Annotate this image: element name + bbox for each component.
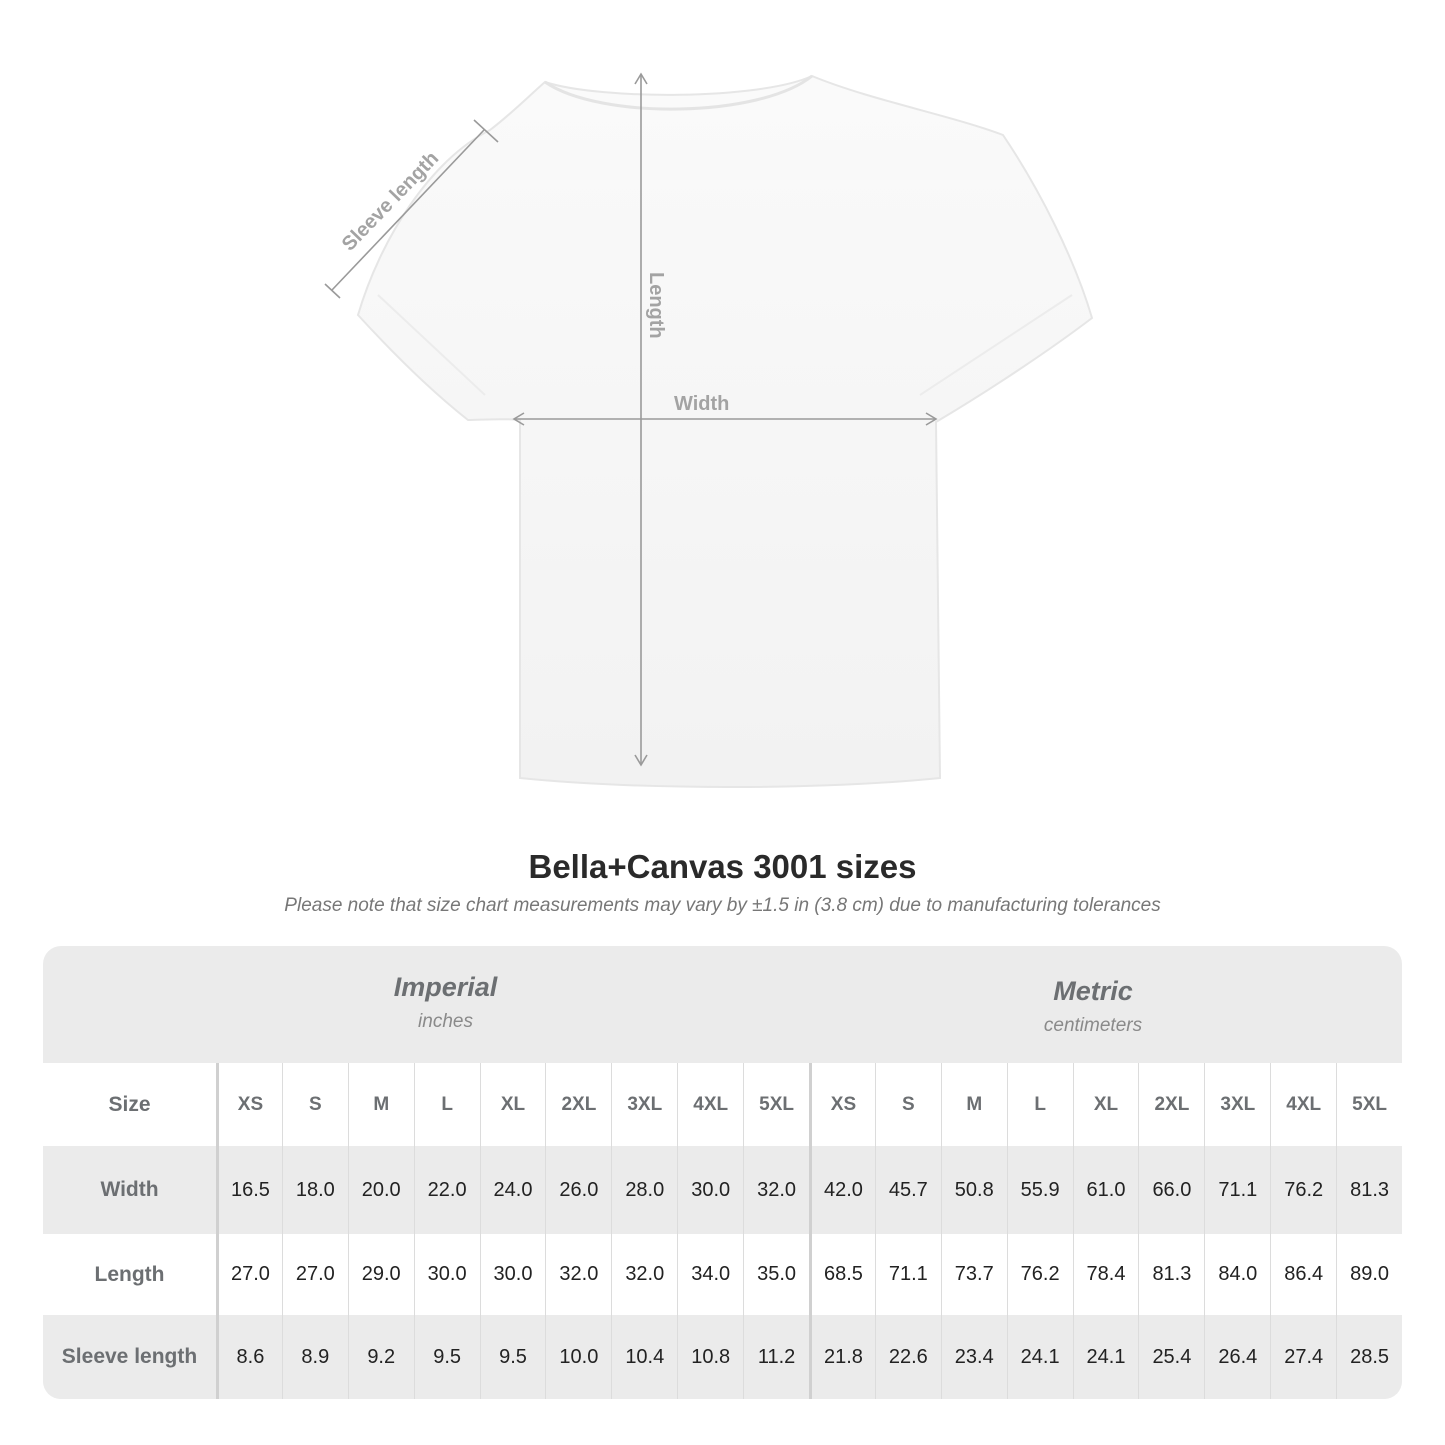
size-header-cell: XS (809, 1063, 875, 1146)
value-cell: 89.0 (1336, 1234, 1402, 1315)
value-cell: 32.0 (545, 1234, 611, 1315)
size-grid: Size XS S M L XL 2XL 3XL 4XL 5XL XS S M L XL 2XL 3XL 4XL 5… (43, 1063, 1402, 1399)
value-cell: 35.0 (743, 1234, 809, 1315)
sleeve-line (331, 129, 485, 291)
value-cell: 32.0 (743, 1146, 809, 1234)
size-header-cell: S (281, 1063, 348, 1146)
value-cell: 9.5 (413, 1315, 480, 1399)
page-title: Bella+Canvas 3001 sizes (528, 848, 917, 885)
value-cell: 66.0 (1138, 1146, 1204, 1234)
value-cell: 26.0 (545, 1146, 611, 1234)
row-label: Length (94, 1262, 165, 1286)
size-header-cell: M (940, 1063, 1007, 1146)
size-header-cell: XL (479, 1063, 546, 1146)
value-cell: 76.2 (1270, 1146, 1336, 1234)
size-label: Size (108, 1092, 151, 1116)
value-cell: 81.3 (1336, 1146, 1402, 1234)
value-cell: 26.4 (1204, 1315, 1270, 1399)
value-cell: 11.2 (743, 1315, 809, 1399)
value-cell: 16.5 (216, 1146, 282, 1234)
table-row: Sleeve length 8.6 8.9 9.2 9.5 9.5 10.0 10.4 10.8… (43, 1315, 1402, 1399)
size-header-cell: XL (1072, 1063, 1139, 1146)
metric-header: Metric centimeters (808, 946, 1378, 1063)
value-cell: 8.6 (216, 1315, 282, 1399)
value-cell: 8.9 (281, 1315, 348, 1399)
value-cell: 24.1 (1006, 1315, 1073, 1399)
value-cell: 76.2 (1006, 1234, 1073, 1315)
value-cell: 21.8 (809, 1315, 875, 1399)
value-cell: 45.7 (874, 1146, 941, 1234)
size-header-cell: XS (216, 1063, 282, 1146)
value-cell: 42.0 (809, 1146, 875, 1234)
value-cell: 9.5 (479, 1315, 546, 1399)
size-table: Imperial inches Metric centimeters Size X… (43, 946, 1402, 1399)
tshirt-shape (356, 74, 1094, 788)
size-header-cell: L (1006, 1063, 1073, 1146)
value-cell: 30.0 (413, 1234, 480, 1315)
value-cell: 29.0 (347, 1234, 414, 1315)
value-cell: 18.0 (281, 1146, 348, 1234)
value-cell: 68.5 (809, 1234, 875, 1315)
value-cell: 34.0 (677, 1234, 743, 1315)
value-cell: 32.0 (611, 1234, 677, 1315)
imperial-label: Imperial (393, 972, 498, 1002)
value-cell: 20.0 (347, 1146, 414, 1234)
imperial-unit: inches (418, 1011, 473, 1032)
row-label: Width (100, 1178, 159, 1201)
size-header-row: Size XS S M L XL 2XL 3XL 4XL 5XL XS S M L XL 2XL 3XL 4XL 5… (43, 1063, 1402, 1146)
value-cell: 55.9 (1006, 1146, 1073, 1234)
tolerance-note: Please note that size chart measurements… (284, 895, 1161, 916)
row-label: Sleeve length (61, 1345, 198, 1368)
value-cell: 30.0 (479, 1234, 546, 1315)
value-cell: 10.8 (677, 1315, 743, 1399)
value-cell: 22.0 (413, 1146, 480, 1234)
value-cell: 28.5 (1336, 1315, 1402, 1399)
size-header-cell: 2XL (545, 1063, 611, 1146)
metric-unit: centimeters (1043, 1015, 1143, 1036)
value-cell: 61.0 (1072, 1146, 1139, 1234)
size-header-cell: 2XL (1138, 1063, 1204, 1146)
length-label: Length (645, 272, 667, 339)
table-row: Width 16.5 18.0 20.0 22.0 24.0 26.0 28.0 30.0 32.… (43, 1146, 1402, 1234)
value-cell: 24.0 (479, 1146, 546, 1234)
metric-label: Metric (1053, 976, 1133, 1006)
size-header-cell: S (874, 1063, 941, 1146)
imperial-header: Imperial inches (216, 946, 675, 1063)
value-cell: 22.6 (874, 1315, 941, 1399)
value-cell: 50.8 (940, 1146, 1007, 1234)
value-cell: 81.3 (1138, 1234, 1204, 1315)
value-cell: 71.1 (1204, 1146, 1270, 1234)
size-header-cell: 4XL (1270, 1063, 1336, 1146)
size-header-cell: 4XL (677, 1063, 743, 1146)
value-cell: 10.4 (611, 1315, 677, 1399)
value-cell: 28.0 (611, 1146, 677, 1234)
value-cell: 23.4 (940, 1315, 1007, 1399)
value-cell: 73.7 (940, 1234, 1007, 1315)
size-header-cell: 3XL (611, 1063, 677, 1146)
value-cell: 84.0 (1204, 1234, 1270, 1315)
value-cell: 86.4 (1270, 1234, 1336, 1315)
size-header-cell: 3XL (1204, 1063, 1270, 1146)
tshirt-diagram: Sleeve length Length Width (324, 72, 1094, 788)
value-cell: 10.0 (545, 1315, 611, 1399)
value-cell: 27.0 (216, 1234, 282, 1315)
size-header-cell: L (413, 1063, 480, 1146)
size-header-cell: M (347, 1063, 414, 1146)
value-cell: 27.0 (281, 1234, 348, 1315)
value-cell: 27.4 (1270, 1315, 1336, 1399)
size-header-cell: 5XL (743, 1063, 809, 1146)
value-cell: 30.0 (677, 1146, 743, 1234)
value-cell: 24.1 (1072, 1315, 1139, 1399)
value-cell: 71.1 (874, 1234, 941, 1315)
value-cell: 78.4 (1072, 1234, 1139, 1315)
size-header-cell: 5XL (1336, 1063, 1402, 1146)
value-cell: 25.4 (1138, 1315, 1204, 1399)
value-cell: 9.2 (347, 1315, 414, 1399)
width-label: Width (674, 393, 729, 415)
table-row: Length 27.0 27.0 29.0 30.0 30.0 32.0 32.0 34.0 35… (43, 1234, 1402, 1315)
